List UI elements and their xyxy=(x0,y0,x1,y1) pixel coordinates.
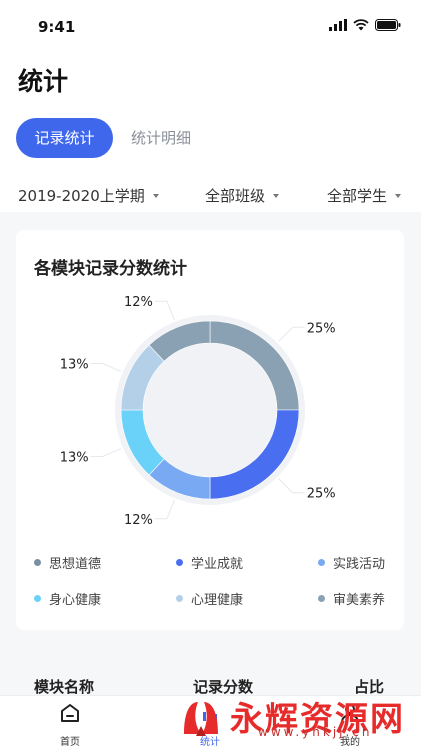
donut-chart: 25% 25% 12% 13% 13% 12% xyxy=(60,295,336,528)
legend-label: 实践活动 xyxy=(333,557,386,572)
user-icon xyxy=(341,704,359,723)
legend-label: 心理健康 xyxy=(191,593,244,608)
tabbar-mine[interactable]: 我的 xyxy=(315,702,385,748)
tabbar-mine-label: 我的 xyxy=(340,737,360,748)
semester-filter-label: 2019-2020上学期 xyxy=(18,187,145,205)
leader-line xyxy=(90,448,122,457)
legend-label: 学业成就 xyxy=(191,557,244,572)
leader-line xyxy=(154,500,175,520)
signal-icon xyxy=(329,19,347,31)
tabbar-stats-label: 统计 xyxy=(200,737,220,748)
leader-line xyxy=(278,326,305,342)
table-header-score: 记录分数 xyxy=(193,678,254,696)
chevron-down-icon xyxy=(273,193,280,198)
status-bar: 9:41 xyxy=(0,0,421,52)
tab-stats-detail[interactable]: 统计明细 xyxy=(131,129,192,147)
slice-label: 12% xyxy=(124,513,153,528)
class-filter[interactable]: 全部班级 xyxy=(205,185,280,206)
legend-dot xyxy=(176,595,183,602)
legend-dot xyxy=(318,595,325,602)
chevron-down-icon xyxy=(395,193,402,198)
legend-item-0: 思想道德 xyxy=(34,553,101,572)
slice-label: 13% xyxy=(60,358,89,373)
slice-label: 25% xyxy=(307,321,336,336)
tabbar-home[interactable]: 首页 xyxy=(35,702,105,748)
legend-dot xyxy=(34,595,41,602)
page-title: 统计 xyxy=(18,67,69,96)
leader-line xyxy=(90,363,122,372)
legend-item-3: 身心健康 xyxy=(34,589,101,608)
chevron-down-icon xyxy=(152,193,159,198)
donut-shadow xyxy=(115,315,305,505)
home-icon xyxy=(61,704,79,722)
slice-label: 25% xyxy=(307,487,336,502)
student-filter[interactable]: 全部学生 xyxy=(327,185,402,206)
watermark-url: www.yhkjj.cn xyxy=(258,725,373,739)
card-title: 各模块记录分数统计 xyxy=(34,259,187,279)
table-header-ratio: 占比 xyxy=(354,678,385,696)
student-filter-label: 全部学生 xyxy=(327,187,388,205)
table-header-module: 模块名称 xyxy=(34,678,95,696)
donut-slice xyxy=(148,320,211,362)
legend-item-4: 心理健康 xyxy=(176,589,243,608)
legend-item-1: 学业成就 xyxy=(176,553,243,572)
class-filter-label: 全部班级 xyxy=(205,187,266,205)
legend-label: 思想道德 xyxy=(49,557,102,572)
watermark-logo xyxy=(184,702,218,736)
leader-line xyxy=(278,478,305,494)
legend-dot xyxy=(34,559,41,566)
legend-dot xyxy=(176,559,183,566)
semester-filter[interactable]: 2019-2020上学期 xyxy=(18,185,159,206)
status-icons xyxy=(329,19,401,31)
legend-item-2: 实践活动 xyxy=(318,553,385,572)
watermark-text: 永辉资源网 xyxy=(230,699,405,738)
tab-record-stats[interactable]: 记录统计 xyxy=(16,118,113,158)
page-header: 统计 记录统计 统计明细 2019-2020上学期 全部班级 全部学生 xyxy=(0,52,421,212)
leader-line xyxy=(154,300,175,320)
slice-label: 13% xyxy=(60,450,89,465)
stats-card: 各模块记录分数统计 25% 25% 12% 13% 13% 12% 思想道德 学业成就 实… xyxy=(16,230,404,630)
status-time: 9:41 xyxy=(38,18,76,36)
legend-label: 身心健康 xyxy=(49,593,102,608)
legend-label: 审美素养 xyxy=(333,593,386,608)
slice-label: 12% xyxy=(124,295,153,310)
battery-icon xyxy=(375,19,401,31)
tabbar-home-label: 首页 xyxy=(60,737,80,748)
legend-dot xyxy=(318,559,325,566)
bottom-tab-bar: 首页 统计 我的 xyxy=(0,695,421,750)
wifi-icon xyxy=(353,19,369,31)
legend-item-5: 审美素养 xyxy=(318,589,385,608)
